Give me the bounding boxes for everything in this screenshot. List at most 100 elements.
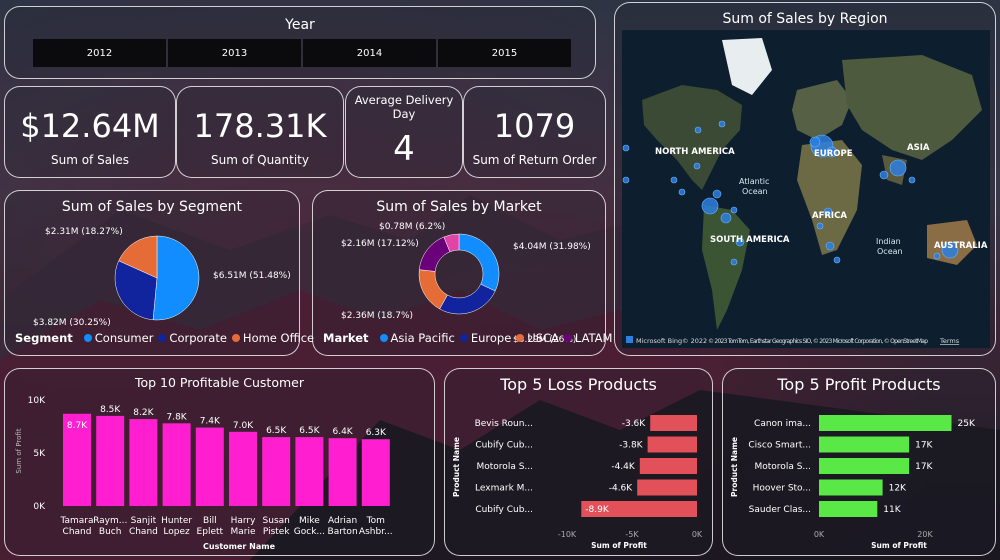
- profit-bar-label-2: 17K: [915, 462, 933, 472]
- year-button-2013[interactable]: 2013: [168, 39, 301, 67]
- customer-bar-label-4: 7.4K: [200, 417, 221, 427]
- customer-bar-0[interactable]: [63, 413, 91, 506]
- map-label-australia: AUSTRALIA: [934, 241, 988, 251]
- segment-slice-0[interactable]: [152, 235, 200, 321]
- customer-category-8-0: Adrian: [328, 516, 357, 526]
- region-map[interactable]: NORTH AMERICA EUROPE ASIA AFRICA SOUTH A…: [622, 30, 990, 348]
- map-label-atlantic: Atlantic: [739, 177, 769, 186]
- customer-bar-label-7: 6.5K: [299, 426, 320, 436]
- customer-bar-label-6: 6.5K: [266, 426, 287, 436]
- legend-europe[interactable]: Europe: [470, 331, 512, 345]
- customer-bar-7[interactable]: [295, 437, 324, 506]
- customer-bar-label-8: 6.4K: [332, 427, 353, 437]
- segment-slice-2[interactable]: [118, 235, 158, 279]
- profit-chart-title: Top 5 Profit Products: [777, 375, 941, 394]
- segment-data-label-2: $2.31M (18.27%): [45, 227, 123, 237]
- kpi-returns-label: Sum of Return Order: [472, 153, 597, 167]
- loss-chart-title: Top 5 Loss Products: [500, 375, 657, 394]
- map-terms-link[interactable]: Terms: [939, 337, 960, 345]
- market-chart-card: Sum of Sales by Market $4.04M (31.98%) $3…: [312, 190, 630, 356]
- loss-category-3: Lexmark M...: [475, 484, 533, 494]
- loss-bar-label-1: -3.8K: [619, 441, 644, 451]
- loss-bar-2[interactable]: [639, 458, 697, 474]
- customer-category-6-0: Susan: [263, 516, 290, 526]
- market-slice-1[interactable]: [439, 283, 496, 315]
- market-legend: Market Asia Pacific Europe USCA LATAM ▷: [323, 331, 630, 345]
- customer-category-9-1: Ashbr...: [359, 527, 393, 537]
- legend-latam[interactable]: LATAM: [574, 331, 613, 345]
- year-slicer-title: Year: [285, 17, 315, 33]
- profit-bar-2[interactable]: [819, 458, 910, 474]
- customer-bar-4[interactable]: [195, 427, 224, 506]
- customer-category-0-0: Tamara: [59, 516, 93, 526]
- profit-bar-0[interactable]: [819, 415, 952, 431]
- profit-bar-1[interactable]: [819, 436, 910, 453]
- segment-chart-title: Sum of Sales by Segment: [61, 199, 243, 215]
- customer-bar-5[interactable]: [229, 431, 257, 506]
- customer-category-2-0: Sanjit: [131, 516, 157, 526]
- year-button-2015[interactable]: 2015: [438, 39, 571, 67]
- loss-bar-4[interactable]: [581, 501, 697, 517]
- loss-bar-3[interactable]: [637, 479, 697, 496]
- customer-category-1-1: Buch: [99, 527, 122, 537]
- map-label-asia: ASIA: [907, 143, 930, 153]
- loss-x-tick-2: 0K: [692, 530, 703, 539]
- customers-chart-card: Top 10 Profitable Customer 0K 5K 10K Sum of…: [4, 368, 435, 556]
- legend-usca[interactable]: USCA: [527, 331, 559, 345]
- loss-bar-label-0: -3.6K: [622, 419, 647, 429]
- profit-bar-3[interactable]: [819, 479, 883, 496]
- loss-bar-label-3: -4.6K: [609, 484, 634, 494]
- map-label-europe: EUROPE: [814, 149, 853, 159]
- customer-category-7-1: Gock...: [294, 527, 325, 537]
- market-slice-0[interactable]: [458, 233, 500, 292]
- legend-asia-pacific[interactable]: Asia Pacific: [390, 331, 455, 345]
- profit-bar-label-0: 25K: [958, 419, 976, 429]
- segment-data-label-1: $3.82M (30.25%): [33, 318, 111, 328]
- bing-logo-icon: [626, 336, 633, 343]
- customer-bar-label-9: 6.3K: [366, 428, 387, 438]
- year-button-2012[interactable]: 2012: [33, 39, 166, 67]
- customer-bar-9[interactable]: [361, 439, 390, 506]
- legend-consumer[interactable]: Consumer: [94, 331, 154, 345]
- map-logo: Microsoft Bing: [636, 337, 682, 345]
- region-map-card: Sum of Sales by Region NORTH AMERICA EUR…: [614, 2, 996, 356]
- map-copyright-prefix: © 2022: [682, 337, 707, 345]
- kpi-card-delivery: Average Delivery Day 4: [345, 86, 463, 178]
- customer-bar-6[interactable]: [262, 437, 291, 506]
- market-data-label-2: $2.36M (18.7%): [341, 311, 413, 321]
- customers-y-tick-1: 5K: [33, 449, 46, 459]
- kpi-card-sales: $12.64M Sum of Sales: [4, 86, 176, 178]
- market-slice-2[interactable]: [418, 269, 448, 310]
- loss-x-axis-label: Sum of Profit: [591, 541, 647, 550]
- map-label-atlantic-ocean: Ocean: [742, 187, 768, 196]
- profit-category-1: Cisco Smart...: [748, 441, 811, 451]
- segment-slice-1[interactable]: [114, 260, 158, 321]
- customer-bar-1[interactable]: [96, 415, 125, 506]
- segment-legend: Segment Consumer Corporate Home Office: [15, 331, 314, 345]
- loss-bar-0[interactable]: [650, 415, 697, 431]
- loss-bar-1[interactable]: [647, 436, 697, 453]
- loss-category-2: Motorola S...: [477, 462, 534, 472]
- profit-category-4: Sauder Clas...: [749, 505, 811, 515]
- profit-bar-4[interactable]: [819, 501, 878, 517]
- customer-category-1-0: Raym...: [93, 516, 127, 526]
- kpi-returns-value: 1079: [493, 107, 576, 145]
- customer-category-3-0: Hunter: [161, 516, 192, 526]
- legend-home-office[interactable]: Home Office: [242, 331, 315, 345]
- customer-bar-3[interactable]: [162, 423, 191, 506]
- customers-y-tick-2: 10K: [28, 396, 46, 406]
- year-button-2014[interactable]: 2014: [303, 39, 436, 67]
- legend-corporate[interactable]: Corporate: [169, 331, 227, 345]
- profit-bar-chart: Canon ima... 25K Cisco Smart... 17K Motorola…: [730, 415, 976, 550]
- customer-bar-2[interactable]: [129, 419, 158, 506]
- loss-bar-label-4: -8.9K: [585, 505, 610, 515]
- market-slice-4[interactable]: [443, 233, 460, 253]
- customer-category-8-1: Barton: [328, 527, 358, 537]
- profit-category-3: Hoover Sto...: [753, 484, 811, 494]
- kpi-card-returns: 1079 Sum of Return Order: [463, 86, 606, 178]
- customers-y-tick-0: 0K: [33, 502, 46, 512]
- customer-bar-8[interactable]: [328, 438, 357, 506]
- market-slice-3[interactable]: [418, 236, 451, 272]
- segment-data-label-0: $6.51M (51.48%): [213, 271, 291, 281]
